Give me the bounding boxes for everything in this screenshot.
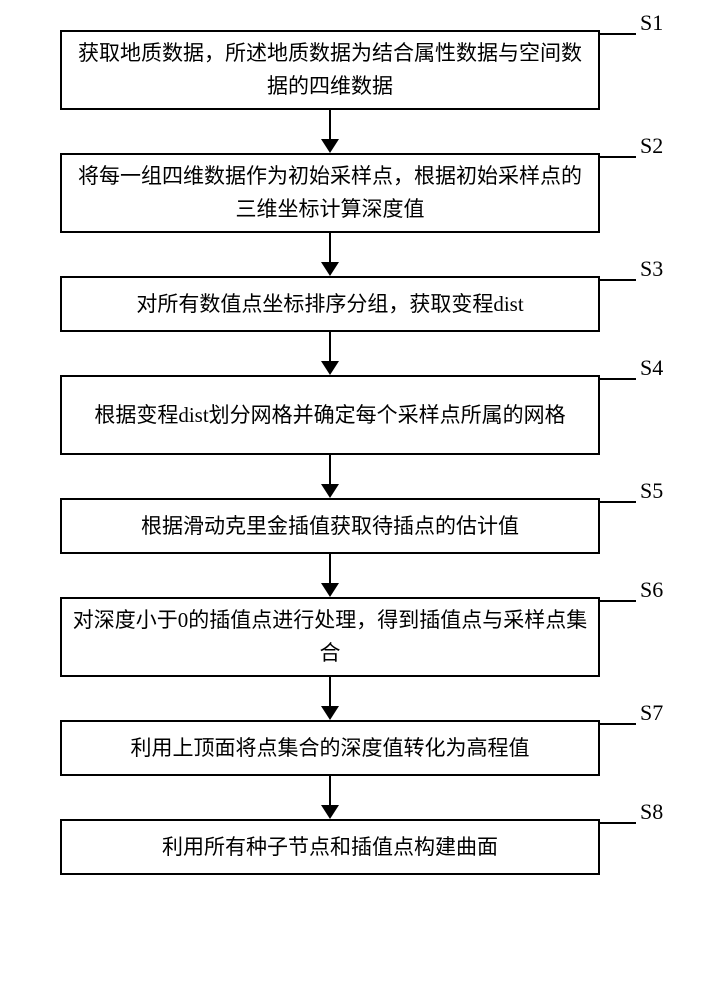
step-text: 对所有数值点坐标排序分组，获取变程dist <box>72 288 588 321</box>
step-box-s4: 根据变程dist划分网格并确定每个采样点所属的网格 <box>60 375 600 455</box>
step-text: 利用上顶面将点集合的深度值转化为高程值 <box>72 732 588 765</box>
arrow-line <box>329 233 331 264</box>
flowchart-canvas: 获取地质数据，所述地质数据为结合属性数据与空间数据的四维数据将每一组四维数据作为… <box>0 0 712 1000</box>
step-label-s1: S1 <box>640 10 663 36</box>
step-text: 对深度小于0的插值点进行处理，得到插值点与采样点集合 <box>72 604 588 669</box>
label-connector <box>598 378 636 380</box>
label-connector <box>598 501 636 503</box>
arrow-head <box>321 484 339 498</box>
arrow-line <box>329 554 331 585</box>
label-connector <box>598 33 636 35</box>
step-label-s6: S6 <box>640 577 663 603</box>
step-label-s7: S7 <box>640 700 663 726</box>
step-label-s2: S2 <box>640 133 663 159</box>
label-connector <box>598 600 636 602</box>
label-connector <box>598 156 636 158</box>
arrow-head <box>321 361 339 375</box>
label-connector <box>598 822 636 824</box>
arrow-head <box>321 262 339 276</box>
step-label-s4: S4 <box>640 355 663 381</box>
step-label-s3: S3 <box>640 256 663 282</box>
label-connector <box>598 279 636 281</box>
step-box-s1: 获取地质数据，所述地质数据为结合属性数据与空间数据的四维数据 <box>60 30 600 110</box>
arrow-line <box>329 455 331 486</box>
arrow-head <box>321 583 339 597</box>
arrow-line <box>329 332 331 363</box>
step-text: 根据变程dist划分网格并确定每个采样点所属的网格 <box>72 399 588 432</box>
step-box-s7: 利用上顶面将点集合的深度值转化为高程值 <box>60 720 600 776</box>
arrow-head <box>321 139 339 153</box>
step-box-s6: 对深度小于0的插值点进行处理，得到插值点与采样点集合 <box>60 597 600 677</box>
arrow-head <box>321 805 339 819</box>
step-text: 将每一组四维数据作为初始采样点，根据初始采样点的三维坐标计算深度值 <box>72 160 588 225</box>
arrow-line <box>329 776 331 807</box>
step-text: 获取地质数据，所述地质数据为结合属性数据与空间数据的四维数据 <box>72 37 588 102</box>
step-box-s2: 将每一组四维数据作为初始采样点，根据初始采样点的三维坐标计算深度值 <box>60 153 600 233</box>
arrow-line <box>329 110 331 141</box>
arrow-line <box>329 677 331 708</box>
step-text: 利用所有种子节点和插值点构建曲面 <box>72 831 588 864</box>
step-box-s3: 对所有数值点坐标排序分组，获取变程dist <box>60 276 600 332</box>
arrow-head <box>321 706 339 720</box>
step-box-s5: 根据滑动克里金插值获取待插点的估计值 <box>60 498 600 554</box>
step-label-s5: S5 <box>640 478 663 504</box>
step-box-s8: 利用所有种子节点和插值点构建曲面 <box>60 819 600 875</box>
label-connector <box>598 723 636 725</box>
step-text: 根据滑动克里金插值获取待插点的估计值 <box>72 510 588 543</box>
step-label-s8: S8 <box>640 799 663 825</box>
